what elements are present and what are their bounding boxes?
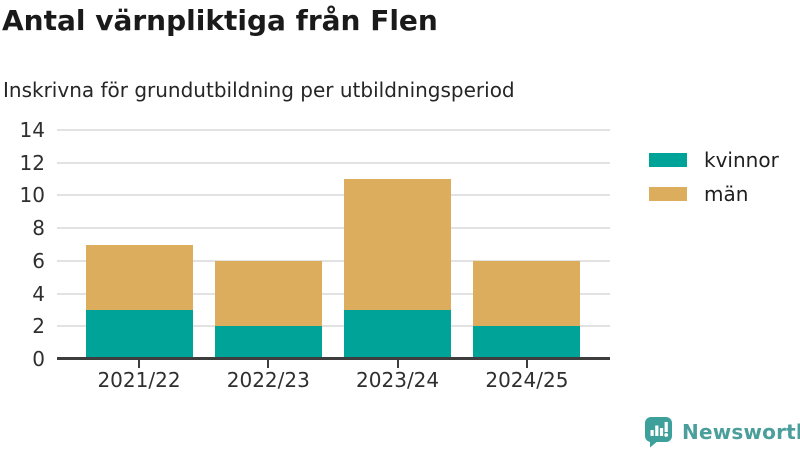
- legend-item-män: män: [649, 184, 779, 204]
- bar-segment-män-2021/22: [85, 244, 193, 310]
- y-axis-label: 2: [32, 314, 45, 339]
- gridline-y-14: [57, 129, 610, 131]
- y-axis-label: 12: [19, 150, 45, 175]
- gridline-y-12: [57, 161, 610, 164]
- bar-segment-kvinnor-2024/25: [473, 326, 581, 359]
- x-axis-tick: [267, 360, 270, 368]
- x-axis-label: 2021/22: [97, 368, 181, 392]
- y-axis-label: 14: [19, 118, 45, 142]
- y-axis-label: 6: [32, 248, 45, 273]
- x-axis-tick: [396, 360, 399, 368]
- y-axis-label: 0: [32, 347, 45, 371]
- newsworthy-logo-text: Newsworthy: [682, 420, 800, 444]
- y-axis-label: 10: [19, 183, 45, 208]
- gridline-y-6: [57, 259, 610, 262]
- legend-swatch-män: [649, 187, 687, 201]
- legend: kvinnor män: [649, 150, 779, 218]
- legend-label-kvinnor: kvinnor: [704, 148, 779, 172]
- gridline-y-10: [57, 194, 610, 197]
- x-axis-line: [57, 357, 610, 360]
- bar-chart-speech-bubble-icon: [645, 417, 672, 448]
- bar-segment-män-2023/24: [344, 179, 452, 310]
- x-axis-tick: [525, 360, 528, 368]
- gridline-y-8: [57, 227, 610, 230]
- x-axis-label: 2024/25: [485, 368, 569, 392]
- bar-segment-kvinnor-2023/24: [344, 309, 452, 359]
- legend-swatch-kvinnor: [649, 153, 687, 167]
- bar-segment-kvinnor-2021/22: [85, 309, 193, 359]
- legend-label-män: män: [704, 182, 749, 206]
- chart-title: Antal värnpliktiga från Flen: [2, 4, 438, 37]
- bar-segment-män-2024/25: [473, 260, 581, 327]
- bar-segment-kvinnor-2022/23: [214, 326, 322, 359]
- newsworthy-branding: Newsworthy: [644, 416, 800, 448]
- legend-item-kvinnor: kvinnor: [649, 150, 779, 170]
- bar-segment-män-2022/23: [214, 260, 322, 327]
- x-axis-label: 2022/23: [226, 368, 310, 392]
- x-axis-label: 2023/24: [356, 368, 440, 392]
- y-axis-label: 8: [32, 216, 45, 241]
- gridline-y-4: [57, 292, 610, 295]
- x-axis-tick: [138, 360, 140, 368]
- y-axis-label: 4: [32, 281, 45, 306]
- gridline-y-2: [57, 325, 610, 328]
- chart-subtitle: Inskrivna för grundutbildning per utbild…: [3, 78, 515, 102]
